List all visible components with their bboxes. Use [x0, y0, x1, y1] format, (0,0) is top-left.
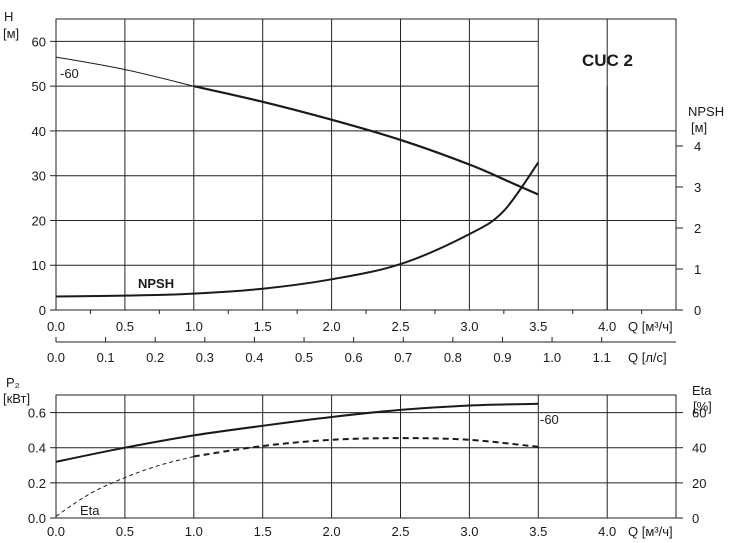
y-tick-label: 20	[32, 213, 46, 228]
x-tick-label: 1.5	[254, 524, 272, 539]
y2-tick-label: 1	[694, 262, 701, 277]
x-tick-label: 4.0	[598, 319, 616, 334]
y2-tick-label: 3	[694, 180, 701, 195]
ls-tick-label: 0.3	[196, 350, 214, 365]
x-tick-label: 3.0	[460, 524, 478, 539]
npsh-axis-label: NPSH	[688, 104, 724, 119]
npsh-curve-label: NPSH	[138, 276, 174, 291]
y-tick-label: 0.4	[28, 441, 46, 456]
x-tick-label: 2.5	[391, 319, 409, 334]
head-curve-thin	[55, 56, 194, 87]
y2-tick-label: 0	[692, 511, 699, 526]
y2-tick-label: 60	[692, 406, 706, 421]
ls-tick-label: 0.9	[493, 350, 511, 365]
y-tick-label: 0.6	[28, 406, 46, 421]
x-tick-label: 3.5	[529, 319, 547, 334]
x-tick-label: 2.0	[323, 524, 341, 539]
ls-tick-label: 1.0	[543, 350, 561, 365]
y2-tick-label: 0	[694, 303, 701, 318]
x-tick-label: 3.0	[460, 319, 478, 334]
power-curve-label: -60	[540, 412, 559, 427]
h-axis-label: H	[4, 9, 13, 24]
p2-axis-unit: [кВт]	[3, 391, 30, 406]
eta-axis-label: Eta	[692, 383, 712, 398]
x-tick-label: 1.0	[185, 319, 203, 334]
y-tick-label: 0.2	[28, 476, 46, 491]
head-npsh-chart: H [м] NPSH [м] CUC 2 Q [м³/ч] 0.0 0.5 1.0 1…	[3, 9, 724, 334]
flow-ls-axis: Q [л/с] 0.0 0.1 0.2 0.3 0.4 0.5 0.6 0.7 0.8 0.9 1.…	[47, 337, 676, 365]
x-tick-label: 2.5	[391, 524, 409, 539]
npsh-axis-unit: [м]	[691, 120, 707, 135]
y-tick-label: 40	[32, 124, 46, 139]
ls-tick-label: 0.7	[394, 350, 412, 365]
eta-axis-unit: [%]	[693, 399, 712, 414]
x-tick-label: 0.5	[116, 319, 134, 334]
y2-tick-label: 4	[694, 139, 701, 154]
p2-axis-label: P₂	[6, 375, 20, 390]
x-tick-label: 0.5	[116, 524, 134, 539]
x-tick-label: 0.0	[47, 524, 65, 539]
efficiency-curve-thin	[55, 456, 194, 517]
y2-tick-label: 2	[694, 221, 701, 236]
power-efficiency-chart: P₂ [кВт] Eta [%] Q [м³/ч] 0.0 0.5 1.0 1.5 2.…	[3, 375, 712, 539]
head-curve	[193, 85, 539, 196]
ls-tick-label: 0.8	[444, 350, 462, 365]
ls-tick-label: 0.4	[245, 350, 263, 365]
ls-tick-label: 0.1	[97, 350, 115, 365]
efficiency-curve-label: Eta	[80, 503, 100, 518]
npsh-curve	[55, 161, 540, 298]
y-tick-label: 50	[32, 79, 46, 94]
y-tick-label: 30	[32, 169, 46, 184]
y-tick-label: 10	[32, 258, 46, 273]
x-tick-label: 3.5	[529, 524, 547, 539]
x-axis-label-m3h: Q [м³/ч]	[628, 319, 673, 334]
ls-tick-label: 0.5	[295, 350, 313, 365]
y2-tick-label: 40	[692, 441, 706, 456]
y-tick-label: 60	[32, 34, 46, 49]
y-tick-label: 0	[39, 303, 46, 318]
x-tick-label: 1.0	[185, 524, 203, 539]
x-tick-label: 4.0	[598, 524, 616, 539]
power-curve	[55, 402, 539, 463]
x-axis-label-ls: Q [л/с]	[628, 350, 667, 365]
ls-tick-label: 0.0	[47, 350, 65, 365]
ls-tick-label: 0.2	[146, 350, 164, 365]
y-tick-label: 0.0	[28, 511, 46, 526]
y2-tick-label: 20	[692, 476, 706, 491]
x-axis-label-m3h-bottom: Q [м³/ч]	[628, 524, 673, 539]
head-curve-label: -60	[60, 66, 79, 81]
ls-tick-label: 0.6	[345, 350, 363, 365]
plot-frame	[55, 394, 677, 519]
x-tick-label: 1.5	[254, 319, 272, 334]
x-tick-label: 2.0	[323, 319, 341, 334]
ls-tick-label: 1.1	[593, 350, 611, 365]
h-axis-unit: [м]	[3, 26, 19, 41]
efficiency-curve	[193, 437, 539, 458]
x-tick-label: 0.0	[47, 319, 65, 334]
